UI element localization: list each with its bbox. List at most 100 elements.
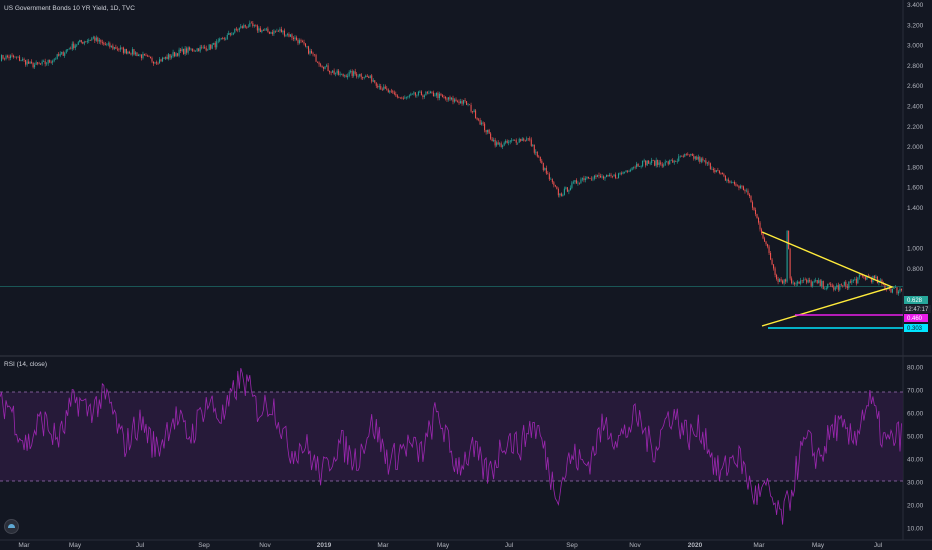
candle — [455, 97, 457, 102]
candle — [726, 178, 728, 183]
candle — [345, 74, 347, 78]
candle — [235, 26, 237, 32]
candle — [691, 153, 693, 156]
candle — [232, 32, 234, 36]
candle — [535, 149, 537, 156]
candle — [896, 287, 898, 295]
candle — [809, 277, 811, 283]
candle — [351, 69, 353, 79]
candle — [470, 102, 472, 113]
candle — [779, 278, 781, 283]
time-axis-label: Jul — [874, 542, 883, 549]
candle — [374, 80, 376, 84]
candle — [648, 160, 650, 165]
candle — [249, 20, 251, 28]
candle — [500, 141, 502, 148]
candle — [283, 28, 285, 38]
candle — [738, 185, 740, 191]
candle — [97, 36, 99, 44]
candle — [106, 43, 108, 47]
candle — [702, 156, 704, 163]
candle — [494, 137, 496, 148]
candle — [476, 117, 478, 121]
candle — [303, 39, 305, 46]
candle — [521, 137, 523, 141]
tradingview-logo-icon[interactable] — [4, 519, 19, 534]
candle — [488, 128, 490, 135]
candle — [19, 54, 21, 62]
candle — [413, 91, 415, 96]
candle — [417, 90, 419, 97]
candle — [547, 171, 549, 175]
rsi-axis-label: 60.00 — [907, 411, 924, 418]
candle — [172, 49, 174, 58]
candle — [178, 47, 180, 58]
candle — [785, 278, 787, 284]
candle — [715, 169, 717, 173]
candle — [91, 36, 93, 42]
candle — [545, 165, 547, 175]
candle — [565, 186, 567, 190]
candle — [770, 250, 772, 261]
candle — [723, 172, 725, 178]
price-axis-label: 3.400 — [907, 2, 924, 9]
candle — [274, 30, 276, 33]
cyan-level-tag-text: 0.303 — [907, 326, 923, 332]
time-axis-label: Mar — [377, 542, 389, 549]
candle — [593, 174, 596, 181]
candle — [219, 37, 221, 43]
candle — [663, 163, 665, 168]
candle — [73, 41, 75, 50]
candle — [49, 59, 51, 64]
rsi-label: RSI (14, close) — [4, 361, 47, 368]
candle — [612, 175, 614, 179]
candle — [423, 94, 425, 99]
candle — [396, 94, 398, 99]
candle — [32, 62, 34, 69]
candle — [553, 181, 555, 188]
candle — [661, 162, 663, 168]
candle — [774, 266, 776, 278]
candle — [729, 180, 731, 184]
candle — [681, 155, 683, 157]
candle — [146, 54, 149, 58]
candle — [458, 99, 460, 105]
candle — [708, 160, 710, 166]
candle — [56, 53, 58, 60]
candle — [604, 176, 606, 181]
candle — [151, 56, 153, 64]
candle — [816, 279, 818, 285]
candle — [363, 76, 365, 80]
candle — [512, 139, 514, 141]
candle — [524, 139, 526, 142]
candle — [741, 184, 743, 189]
candle — [569, 185, 571, 191]
candle — [124, 48, 126, 54]
candle — [131, 47, 133, 57]
candle — [852, 279, 854, 283]
candle — [830, 282, 832, 288]
candle — [94, 35, 96, 43]
candle — [505, 139, 507, 145]
candle — [82, 41, 84, 45]
candle — [354, 68, 356, 76]
candle — [237, 28, 239, 33]
candle — [29, 61, 31, 64]
candle — [542, 162, 544, 172]
candle — [408, 94, 410, 99]
candle — [53, 58, 55, 63]
candle — [76, 44, 78, 48]
candle — [13, 54, 15, 59]
cyan-level-tag — [904, 324, 928, 332]
candle — [748, 193, 751, 199]
candle — [845, 279, 847, 289]
candle — [765, 240, 767, 246]
candle — [395, 91, 397, 97]
candle — [649, 161, 651, 166]
candle — [429, 90, 431, 94]
candle — [68, 47, 70, 50]
candle — [720, 172, 722, 175]
candle — [736, 184, 738, 187]
candle — [211, 43, 213, 50]
